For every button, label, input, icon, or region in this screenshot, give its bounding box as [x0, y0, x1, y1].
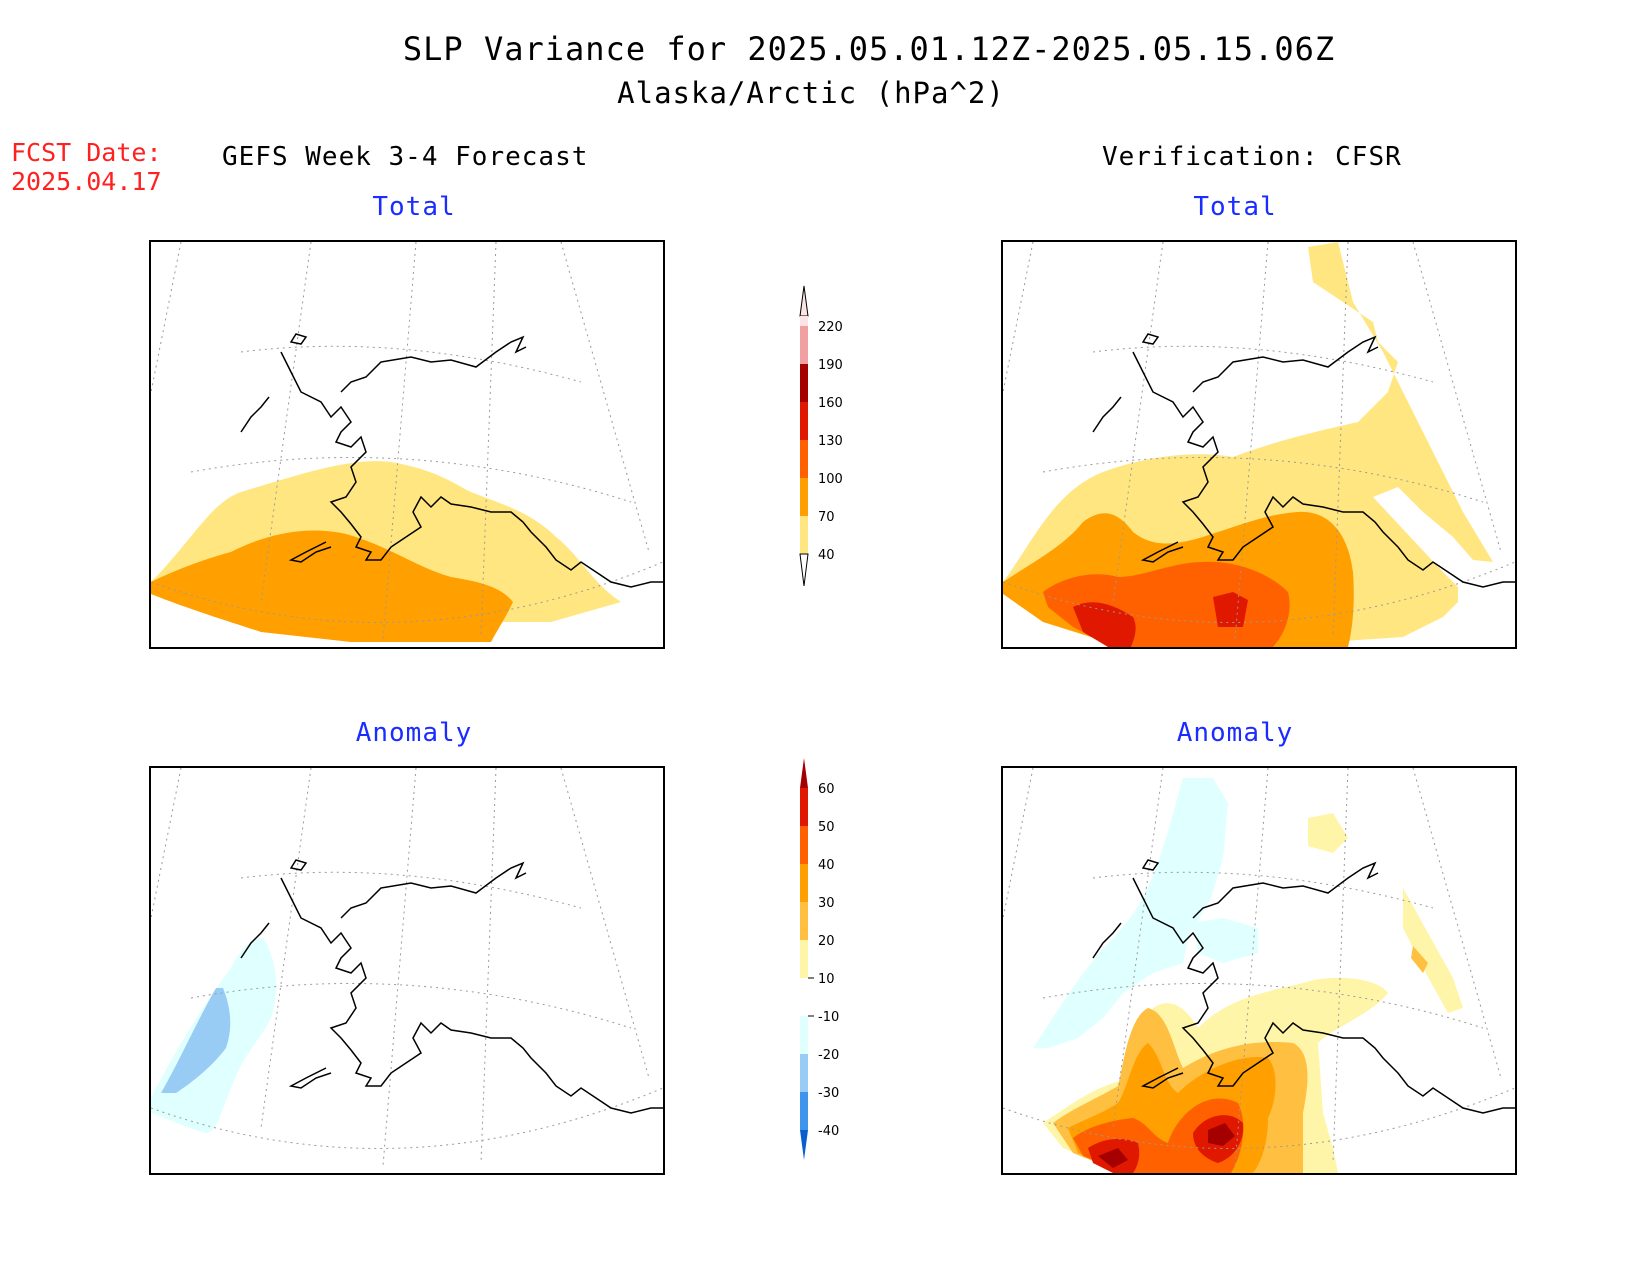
colorbar-tick-160: 160	[818, 396, 843, 411]
colorbar-top-triangle	[800, 758, 808, 788]
contour-fill-minus20-minus10	[1033, 778, 1228, 1048]
contour-fill-130-160-b	[1213, 592, 1248, 627]
figure-subtitle: Alaska/Arctic (hPa^2)	[617, 76, 1005, 110]
map-graticule	[1003, 768, 1515, 1167]
colorbar-box-20-30	[800, 902, 808, 940]
colorbar-tick-70: 70	[818, 510, 835, 525]
verification-total-label: Total	[1193, 192, 1277, 222]
colorbar-tick-20: 20	[818, 934, 835, 949]
colorbar-tick-100: 100	[818, 472, 843, 487]
coastline	[240, 859, 663, 1114]
forecast-total-label: Total	[372, 192, 456, 222]
colorbar-bottom-triangle	[799, 553, 809, 587]
anomaly-colorbar: 60 50 40 30 20 10 -10 -20 -30 -40	[790, 750, 900, 1200]
forecast-column-heading: GEFS Week 3-4 Forecast	[222, 142, 589, 172]
colorbar-tick-10: 10	[818, 972, 835, 987]
forecast-total-map	[149, 240, 665, 649]
colorbar-tick-minus20: -20	[818, 1048, 839, 1063]
colorbar-box-minus20-minus10	[800, 1016, 808, 1054]
contour-fill-gt60-b	[1208, 1123, 1235, 1146]
colorbar-tick-50: 50	[818, 820, 835, 835]
colorbar-box-190-220	[800, 326, 808, 364]
colorbar-tick-30: 30	[818, 896, 835, 911]
colorbar-bottom-triangle	[800, 1130, 808, 1160]
contour-fill-10-20-d	[1403, 888, 1463, 1013]
colorbar-box-minus30-minus20	[800, 1054, 808, 1092]
contour-fill-minus20-minus10-b	[1193, 918, 1258, 963]
colorbar-top-triangle	[799, 285, 809, 317]
forecast-anomaly-label: Anomaly	[355, 718, 473, 748]
colorbar-box-40-50	[800, 826, 808, 864]
verification-anomaly-label: Anomaly	[1176, 718, 1294, 748]
coastline	[240, 333, 663, 588]
colorbar-box-100-130	[800, 440, 808, 478]
colorbar-tick-220: 220	[818, 320, 843, 335]
colorbar-box-30-40	[800, 864, 808, 902]
colorbar-tick-40: 40	[818, 548, 835, 563]
fcst-date-value: 2025.04.17	[11, 167, 162, 196]
colorbar-box-50-60	[800, 788, 808, 826]
colorbar-box-160-190	[800, 364, 808, 402]
verification-column-heading: Verification: CFSR	[1102, 142, 1402, 172]
map-graticule	[1003, 242, 1515, 641]
colorbar-tick-minus40: -40	[818, 1124, 839, 1139]
verification-anomaly-map	[1001, 766, 1517, 1175]
coastline	[1092, 333, 1515, 588]
total-colorbar: 220 190 160 130 100 70 40	[790, 280, 900, 620]
colorbar-box-minus10-10	[800, 978, 808, 1016]
colorbar-tick-minus30: -30	[818, 1086, 839, 1101]
colorbar-tick-40: 40	[818, 858, 835, 873]
colorbar-box-10-20	[800, 940, 808, 978]
map-graticule	[151, 242, 663, 641]
contour-fill-10-20-c	[1308, 813, 1348, 853]
colorbar-tick-minus10: -10	[818, 1010, 839, 1025]
colorbar-tick-190: 190	[818, 358, 843, 373]
map-graticule	[151, 768, 663, 1167]
colorbar-tick-60: 60	[818, 782, 835, 797]
figure-title: SLP Variance for 2025.05.01.12Z-2025.05.…	[402, 30, 1336, 68]
contour-fill-minus30-minus20	[161, 988, 231, 1093]
colorbar-box-130-160	[800, 402, 808, 440]
forecast-anomaly-map	[149, 766, 665, 1175]
colorbar-box-70-100	[800, 478, 808, 516]
colorbar-box-40-70	[800, 516, 808, 554]
coastline	[1092, 859, 1515, 1114]
colorbar-tick-130: 130	[818, 434, 843, 449]
colorbar-box-minus40-minus30	[800, 1092, 808, 1130]
contour-fill-gt60	[1098, 1148, 1128, 1168]
verification-total-map	[1001, 240, 1517, 649]
fcst-date-label: FCST Date:	[11, 138, 162, 167]
contour-fill-70-100	[151, 530, 513, 642]
contour-fill-20-30-e	[1411, 946, 1428, 973]
colorbar-box-above-220	[800, 316, 808, 326]
